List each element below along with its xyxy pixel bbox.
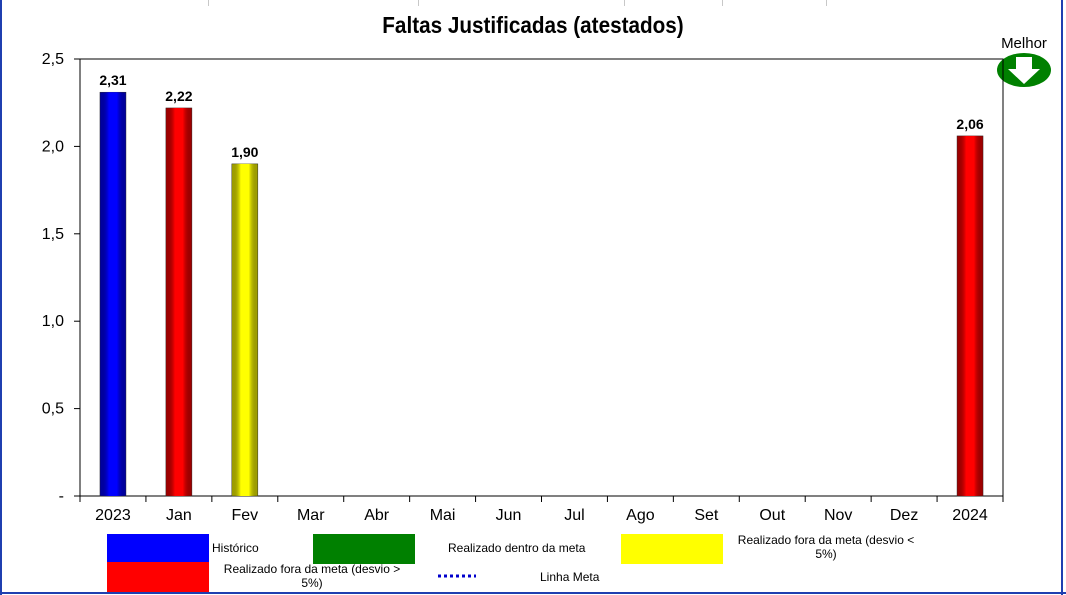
- data-label: 2,31: [99, 72, 126, 88]
- chart-title: Faltas Justificadas (atestados): [382, 12, 684, 38]
- legend-label: Realizado fora da meta (desvio <5%): [738, 533, 914, 561]
- legend-swatch: [107, 562, 209, 592]
- x-tick-label: Mar: [297, 507, 325, 524]
- x-tick-label: Ago: [626, 507, 655, 524]
- cell-gridline: [826, 0, 827, 6]
- data-label: 2,06: [956, 116, 983, 132]
- data-label: 2,22: [165, 88, 192, 104]
- legend-swatch: [621, 534, 723, 564]
- cell-gridline: [624, 0, 625, 6]
- legend-label: Histórico: [212, 541, 259, 555]
- legend-swatch: [313, 534, 415, 564]
- y-tick-label: 0,5: [42, 401, 64, 418]
- bar-shading: [957, 135, 984, 497]
- y-tick-label: -: [59, 488, 64, 505]
- y-tick-label: 1,0: [42, 313, 64, 330]
- plot-area-border: [79, 58, 1004, 497]
- bar-shading: [99, 92, 126, 496]
- x-tick-label: 2023: [95, 507, 131, 524]
- x-tick-label: Fev: [231, 507, 258, 524]
- legend-label: Realizado dentro da meta: [448, 541, 586, 555]
- bar-shading: [165, 107, 192, 496]
- x-tick-label: 2024: [952, 507, 988, 524]
- cell-gridline: [722, 0, 723, 6]
- better-direction-label: Melhor: [1001, 35, 1047, 52]
- x-tick-label: Out: [759, 507, 785, 524]
- data-label: 1,90: [231, 144, 258, 160]
- legend-label: Linha Meta: [540, 570, 600, 584]
- x-tick-label: Jan: [166, 507, 192, 524]
- cell-gridline: [418, 0, 419, 6]
- x-tick-label: Dez: [890, 507, 918, 524]
- x-tick-label: Jul: [564, 507, 584, 524]
- y-tick-label: 2,5: [42, 51, 64, 68]
- chart-frame-left: [0, 0, 2, 595]
- x-tick-label: Nov: [824, 507, 852, 524]
- chart-frame-right: [1061, 0, 1063, 595]
- y-tick-label: 2,0: [42, 138, 64, 155]
- x-tick-label: Abr: [364, 507, 390, 524]
- down-arrow-icon: [997, 53, 1051, 87]
- x-tick-label: Set: [694, 507, 719, 524]
- chart-frame-bottom: [0, 592, 1066, 594]
- legend-swatch: [107, 534, 209, 564]
- legend-label: Realizado fora da meta (desvio >5%): [224, 562, 400, 590]
- x-tick-label: Jun: [496, 507, 522, 524]
- cell-gridline: [208, 0, 209, 6]
- x-tick-label: Mai: [430, 507, 456, 524]
- bar-shading: [231, 163, 258, 496]
- y-tick-label: 1,5: [42, 226, 64, 243]
